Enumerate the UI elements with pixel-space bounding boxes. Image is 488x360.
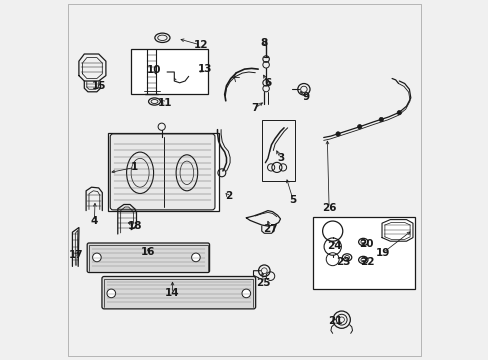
Text: 4: 4 [90, 216, 98, 226]
Text: 15: 15 [92, 81, 106, 91]
Text: 23: 23 [336, 257, 350, 267]
Text: 8: 8 [260, 38, 267, 48]
Text: 24: 24 [326, 241, 341, 251]
Text: 17: 17 [69, 249, 83, 260]
Circle shape [357, 125, 361, 129]
Text: 22: 22 [360, 257, 374, 267]
Text: 25: 25 [256, 278, 270, 288]
Text: 3: 3 [276, 153, 284, 163]
Text: 13: 13 [197, 64, 212, 74]
Text: 6: 6 [264, 78, 271, 88]
Text: 12: 12 [193, 40, 207, 50]
FancyBboxPatch shape [110, 134, 215, 210]
Text: 21: 21 [327, 316, 342, 326]
Text: 18: 18 [128, 221, 142, 231]
FancyBboxPatch shape [87, 243, 209, 273]
Circle shape [242, 289, 250, 298]
Circle shape [191, 253, 200, 262]
Text: 5: 5 [289, 195, 296, 205]
Bar [312, 217, 415, 289]
Circle shape [378, 117, 383, 122]
Bar [261, 120, 294, 181]
Text: 14: 14 [165, 288, 180, 298]
Text: 1: 1 [131, 162, 138, 172]
Text: 10: 10 [147, 65, 162, 75]
Text: 9: 9 [302, 92, 309, 102]
Circle shape [396, 111, 401, 115]
Text: 20: 20 [358, 239, 373, 249]
Text: 27: 27 [263, 224, 277, 234]
Text: 11: 11 [157, 98, 171, 108]
Text: 16: 16 [141, 247, 155, 257]
Text: 19: 19 [375, 248, 389, 258]
Circle shape [107, 289, 115, 298]
Text: 7: 7 [251, 103, 259, 113]
Circle shape [92, 253, 101, 262]
Text: 26: 26 [321, 203, 336, 213]
Circle shape [335, 132, 340, 136]
Text: 2: 2 [224, 191, 231, 201]
Bar [107, 133, 219, 211]
Bar [131, 49, 208, 94]
FancyBboxPatch shape [102, 276, 255, 309]
